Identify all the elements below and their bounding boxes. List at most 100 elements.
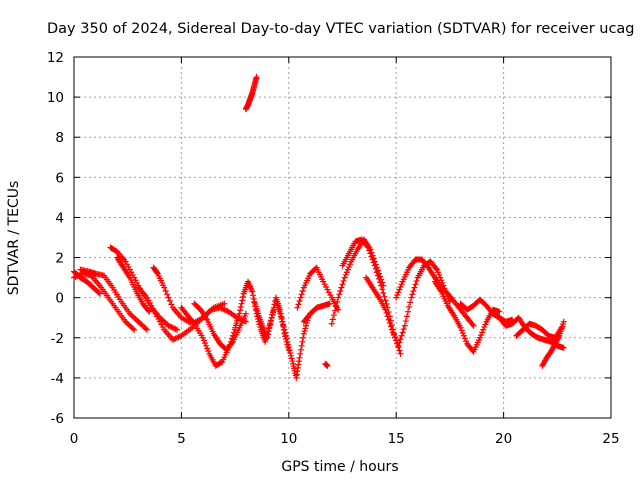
data-point [373, 269, 380, 276]
data-point [395, 342, 402, 349]
data-point [331, 307, 338, 314]
data-point [394, 291, 401, 298]
data-point [368, 253, 375, 260]
y-tick-label: 6 [55, 170, 64, 186]
data-point [412, 281, 419, 288]
data-point [388, 326, 395, 333]
data-point [239, 297, 246, 304]
data-point [367, 250, 374, 257]
data-point [389, 329, 396, 336]
data-point [406, 304, 413, 311]
data-point [96, 290, 103, 297]
data-point [242, 318, 249, 325]
data-point [407, 299, 414, 306]
data-point [239, 293, 246, 300]
data-point [470, 322, 477, 329]
data-point [372, 265, 379, 272]
data-point [95, 289, 102, 296]
data-point [264, 334, 271, 341]
data-point [300, 330, 307, 337]
data-point [397, 336, 404, 343]
series-arc-17 [328, 236, 387, 327]
data-point [436, 271, 443, 278]
data-point [397, 283, 404, 290]
data-point [337, 287, 344, 294]
data-points [71, 74, 567, 381]
series-arc-5 [113, 254, 153, 315]
series-arc-8 [178, 304, 239, 369]
data-point [144, 326, 151, 333]
data-point [383, 310, 390, 317]
data-point [400, 326, 407, 333]
data-point [496, 308, 503, 315]
data-point [479, 329, 486, 336]
data-point [282, 329, 289, 336]
series-arc-14 [294, 264, 342, 313]
data-point [200, 337, 207, 344]
series-arc-22 [457, 296, 516, 325]
y-tick-label: 12 [47, 50, 64, 66]
data-point [289, 358, 296, 365]
data-point [299, 287, 306, 294]
data-point [334, 299, 341, 306]
data-point [398, 281, 405, 288]
data-point [374, 272, 381, 279]
data-point [131, 326, 138, 333]
data-point [250, 292, 256, 299]
data-point [396, 339, 403, 346]
data-point [481, 324, 488, 331]
data-point [294, 304, 301, 311]
data-point [228, 340, 235, 347]
y-tick-label: -6 [51, 411, 64, 427]
data-point [333, 303, 340, 310]
data-point [340, 277, 347, 284]
data-point [277, 313, 284, 320]
data-point [424, 263, 431, 270]
data-point [432, 265, 439, 272]
x-axis-label: GPS time / hours [281, 459, 398, 475]
data-point [560, 344, 567, 351]
data-point [238, 300, 245, 307]
data-point [370, 259, 377, 266]
data-point [393, 337, 400, 344]
data-point [379, 286, 386, 293]
series-arc-6 [150, 264, 249, 327]
data-point [324, 362, 331, 369]
data-point [347, 261, 354, 268]
y-tick-label: 2 [55, 251, 64, 267]
data-point [364, 243, 371, 250]
x-tick-label: 5 [177, 431, 186, 447]
axis-ticks [73, 56, 612, 419]
data-point [377, 279, 384, 286]
data-point [298, 342, 305, 349]
grid-lines [74, 57, 611, 418]
y-tick-labels: -6 -4 -2 0 2 4 6 8 10 12 [47, 50, 64, 427]
data-point [249, 288, 256, 295]
x-tick-label: 15 [388, 431, 405, 447]
x-tick-label: 0 [70, 431, 79, 447]
data-point [199, 334, 206, 341]
data-point [384, 313, 391, 320]
data-point [162, 287, 169, 294]
data-point [460, 332, 467, 339]
y-tick-label: -4 [51, 371, 64, 387]
data-point [250, 296, 257, 303]
chart-title: Day 350 of 2024, Sidereal Day-to-day VTE… [47, 21, 635, 37]
data-point [396, 347, 403, 354]
data-point [269, 311, 276, 318]
data-point [267, 321, 274, 328]
data-point [335, 306, 342, 313]
data-point [457, 324, 464, 331]
data-point [165, 294, 172, 301]
data-point [287, 350, 294, 357]
data-point [335, 294, 342, 301]
data-point [560, 318, 567, 325]
data-point [329, 316, 336, 323]
data-point [218, 359, 225, 366]
data-point [438, 277, 445, 284]
data-point [202, 340, 209, 347]
data-point [268, 314, 275, 321]
data-point [396, 286, 403, 293]
data-point [236, 310, 243, 317]
data-point [267, 318, 274, 325]
